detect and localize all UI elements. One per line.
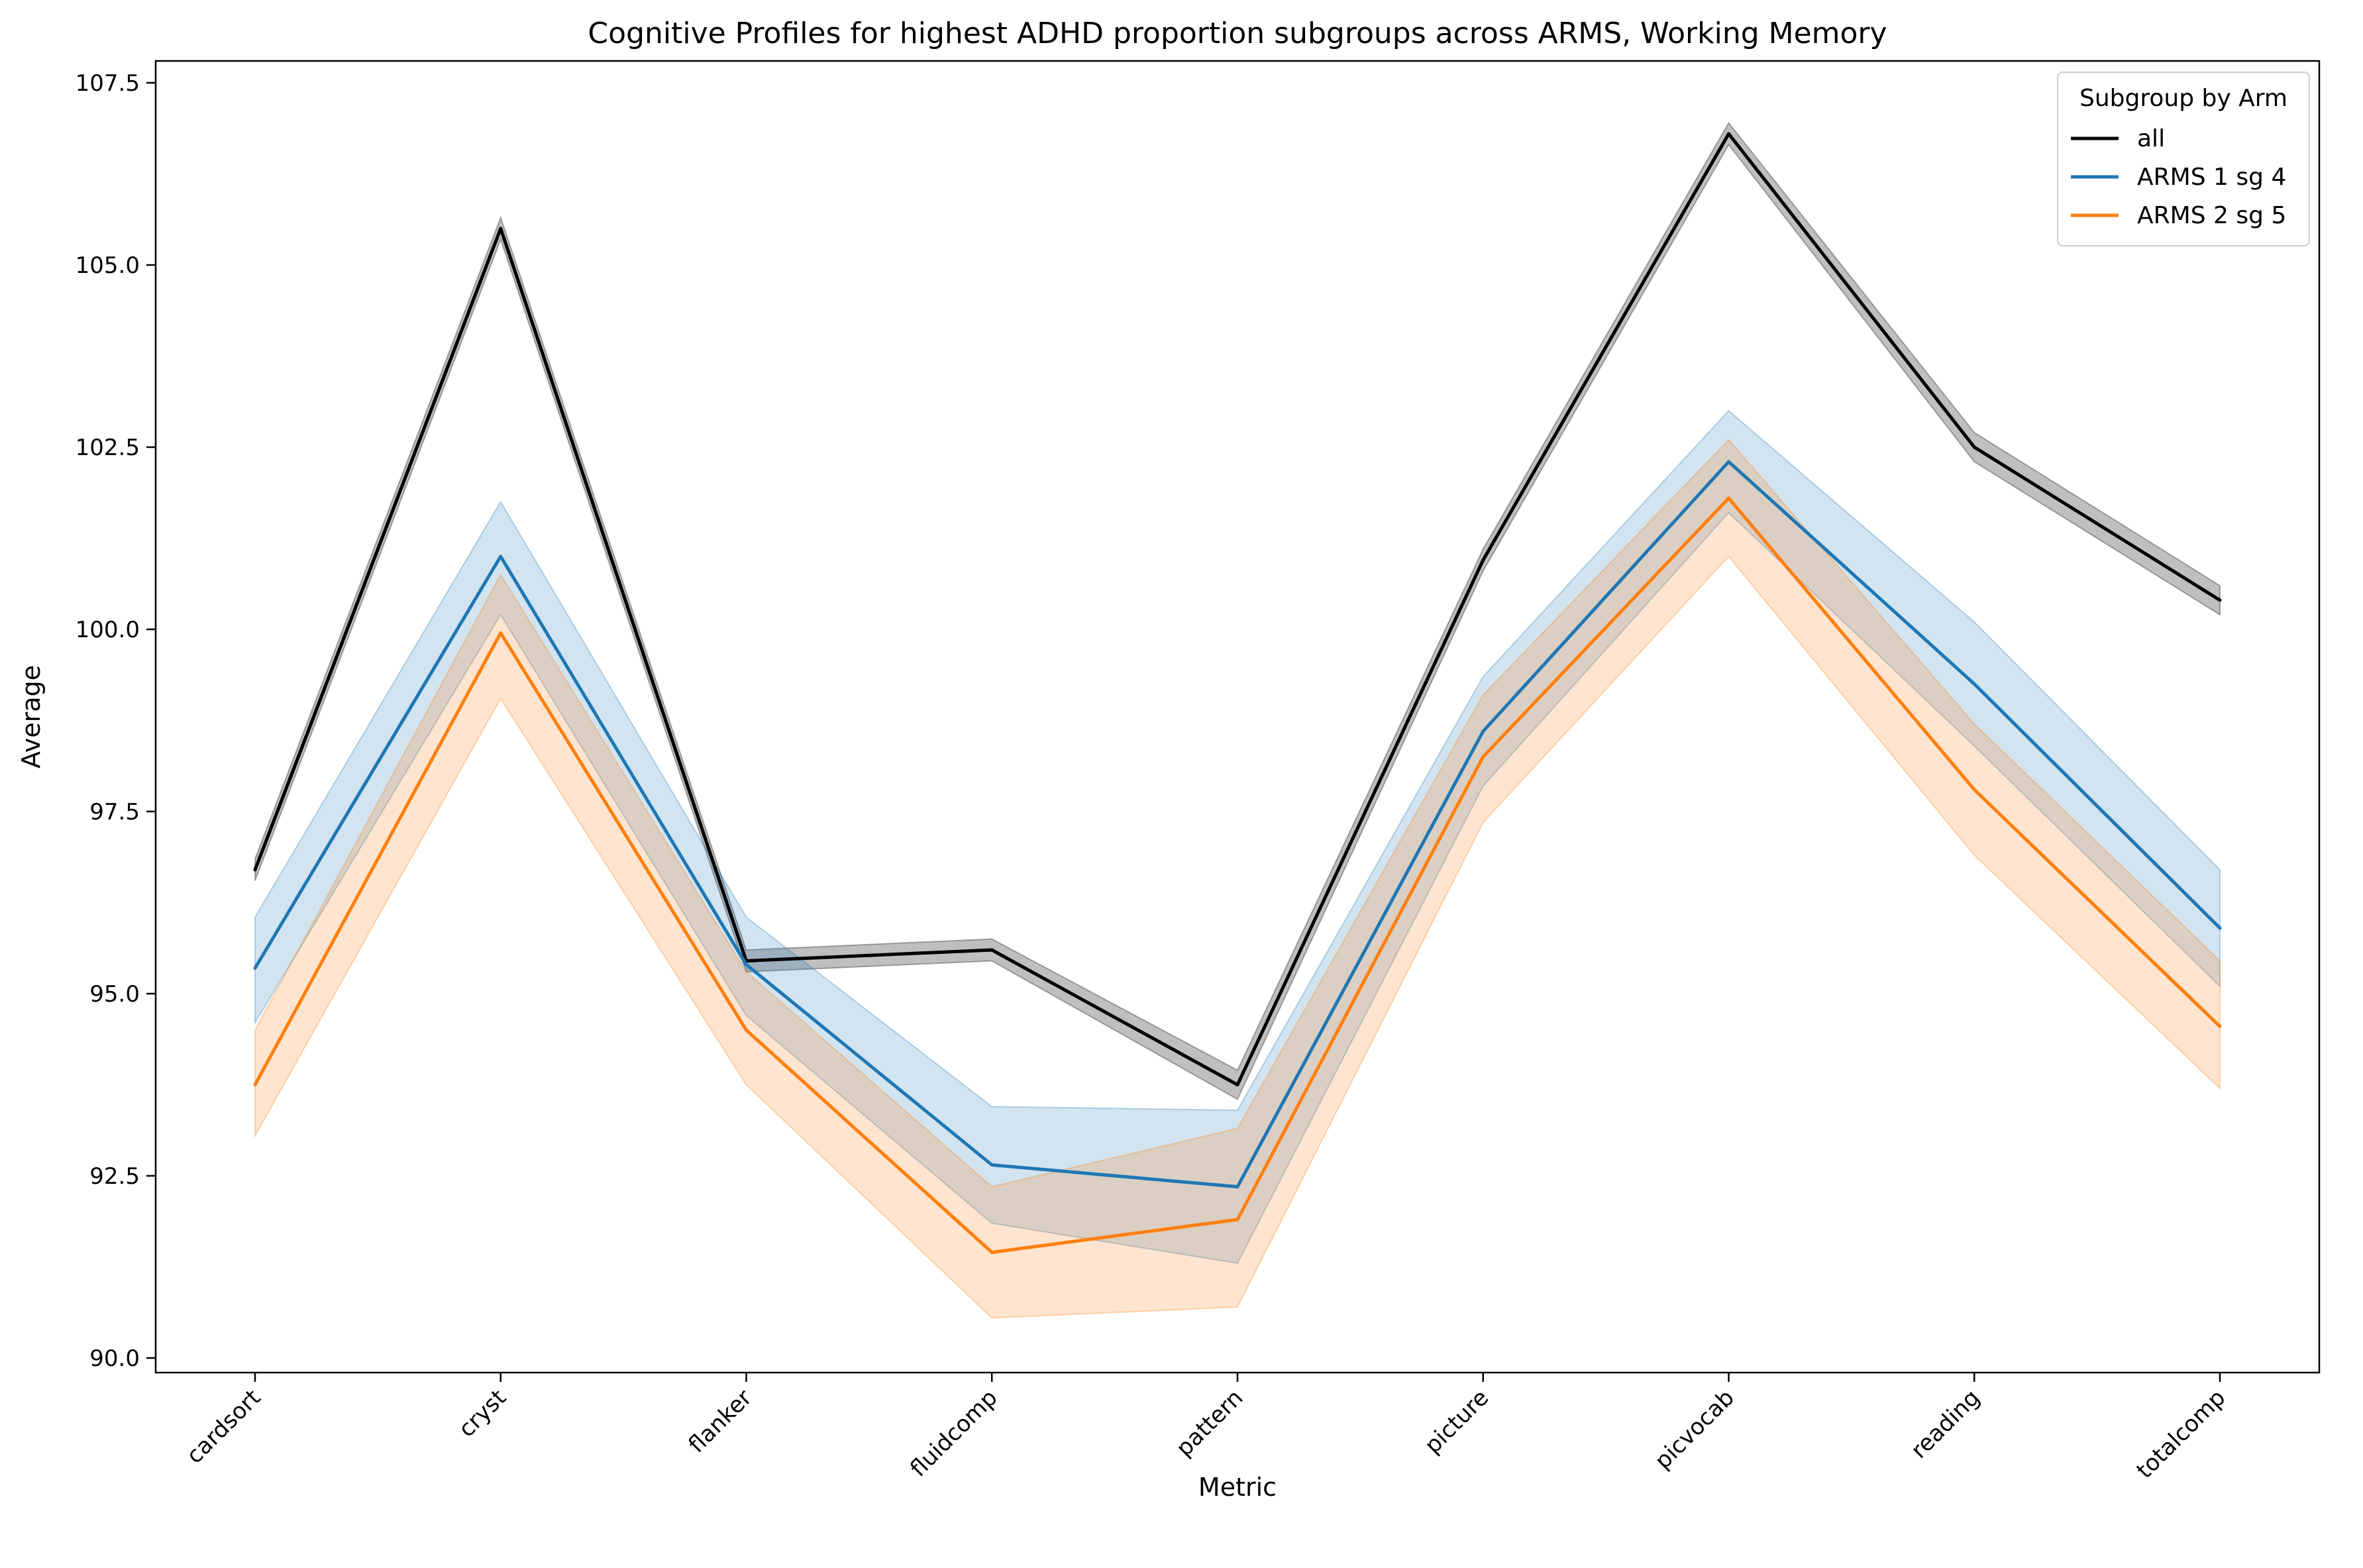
- data-point-s2-pattern: [1235, 1185, 1239, 1188]
- y-tick-label: 100.0: [76, 617, 140, 643]
- y-tick-label: 97.5: [89, 799, 140, 825]
- x-tick-label: flanker: [684, 1385, 757, 1458]
- y-tick-label: 92.5: [89, 1163, 140, 1190]
- legend-title: Subgroup by Arm: [2079, 85, 2287, 112]
- x-tick-label: picture: [1420, 1385, 1494, 1459]
- legend-box: [2057, 72, 2310, 246]
- data-point-s2-reading: [1972, 682, 1976, 686]
- legend-label-2: ARMS 1 sg 4: [2137, 164, 2286, 191]
- y-tick-label: 105.0: [76, 252, 140, 279]
- data-point-s2-cardsort: [253, 967, 257, 970]
- data-point-s1-cardsort: [253, 868, 257, 872]
- x-axis: cardsort cryst flanker fluidcomp pattern pict…: [182, 1373, 2231, 1484]
- x-axis-label: Metric: [1198, 1473, 1277, 1502]
- x-tick-label: cryst: [454, 1385, 512, 1443]
- y-tick-label: 95.0: [89, 981, 140, 1008]
- x-tick-label: totalcomp: [2131, 1385, 2231, 1484]
- data-point-s1-totalcomp: [2218, 598, 2222, 602]
- y-tick-label: 107.5: [76, 70, 140, 97]
- data-point-s3-cryst: [499, 631, 503, 635]
- data-point-s2-fluidcomp: [990, 1163, 994, 1167]
- data-point-s3-picvocab: [1727, 496, 1730, 500]
- data-point-s3-totalcomp: [2218, 1025, 2222, 1028]
- confidence-band-3: [254, 439, 2221, 1319]
- x-tick-label: pattern: [1171, 1385, 1249, 1462]
- data-point-s3-cardsort: [253, 1083, 257, 1086]
- y-axis: 90.0 92.5 95.0 97.5 100.0 102.5 105.0 107.5: [76, 70, 156, 1372]
- y-tick-label: 102.5: [76, 435, 140, 461]
- y-tick-label: 90.0: [89, 1345, 140, 1372]
- confidence-band-1: [254, 121, 2221, 1100]
- x-tick-label: reading: [1906, 1385, 1985, 1464]
- data-point-s1-picture: [1481, 558, 1485, 562]
- data-point-s1-picvocab: [1727, 132, 1730, 136]
- x-tick-label: cardsort: [182, 1385, 266, 1469]
- data-point-s3-pattern: [1235, 1218, 1239, 1222]
- legend-items: all ARMS 1 sg 4 ARMS 2 sg 5: [2071, 125, 2286, 229]
- chart-title: Cognitive Profiles for highest ADHD prop…: [588, 17, 1887, 50]
- data-point-s3-picture: [1481, 755, 1485, 758]
- data-point-s2-picvocab: [1727, 460, 1730, 464]
- data-point-s1-reading: [1972, 445, 1976, 449]
- data-point-s1-fluidcomp: [990, 948, 994, 952]
- data-point-s1-pattern: [1235, 1083, 1239, 1086]
- series-lines: [253, 132, 2222, 1254]
- data-point-s1-cryst: [499, 227, 503, 231]
- data-point-s2-flanker: [745, 963, 748, 967]
- data-point-s2-picture: [1481, 729, 1485, 733]
- data-point-s2-cryst: [499, 554, 503, 558]
- legend: Subgroup by Arm all ARMS 1 sg 4 ARMS 2 sg …: [2057, 72, 2310, 246]
- confidence-band-2: [254, 409, 2221, 1265]
- data-point-s3-reading: [1972, 788, 1976, 792]
- legend-label-3: ARMS 2 sg 5: [2137, 202, 2286, 229]
- legend-label-1: all: [2137, 125, 2165, 152]
- data-point-s3-flanker: [745, 1028, 748, 1032]
- x-tick-label: picvocab: [1650, 1385, 1740, 1475]
- x-tick-label: fluidcomp: [905, 1385, 1002, 1482]
- confidence-bands: [254, 121, 2221, 1319]
- y-axis-label: Average: [17, 665, 46, 768]
- data-point-s3-fluidcomp: [990, 1251, 994, 1254]
- data-point-s2-totalcomp: [2218, 926, 2222, 930]
